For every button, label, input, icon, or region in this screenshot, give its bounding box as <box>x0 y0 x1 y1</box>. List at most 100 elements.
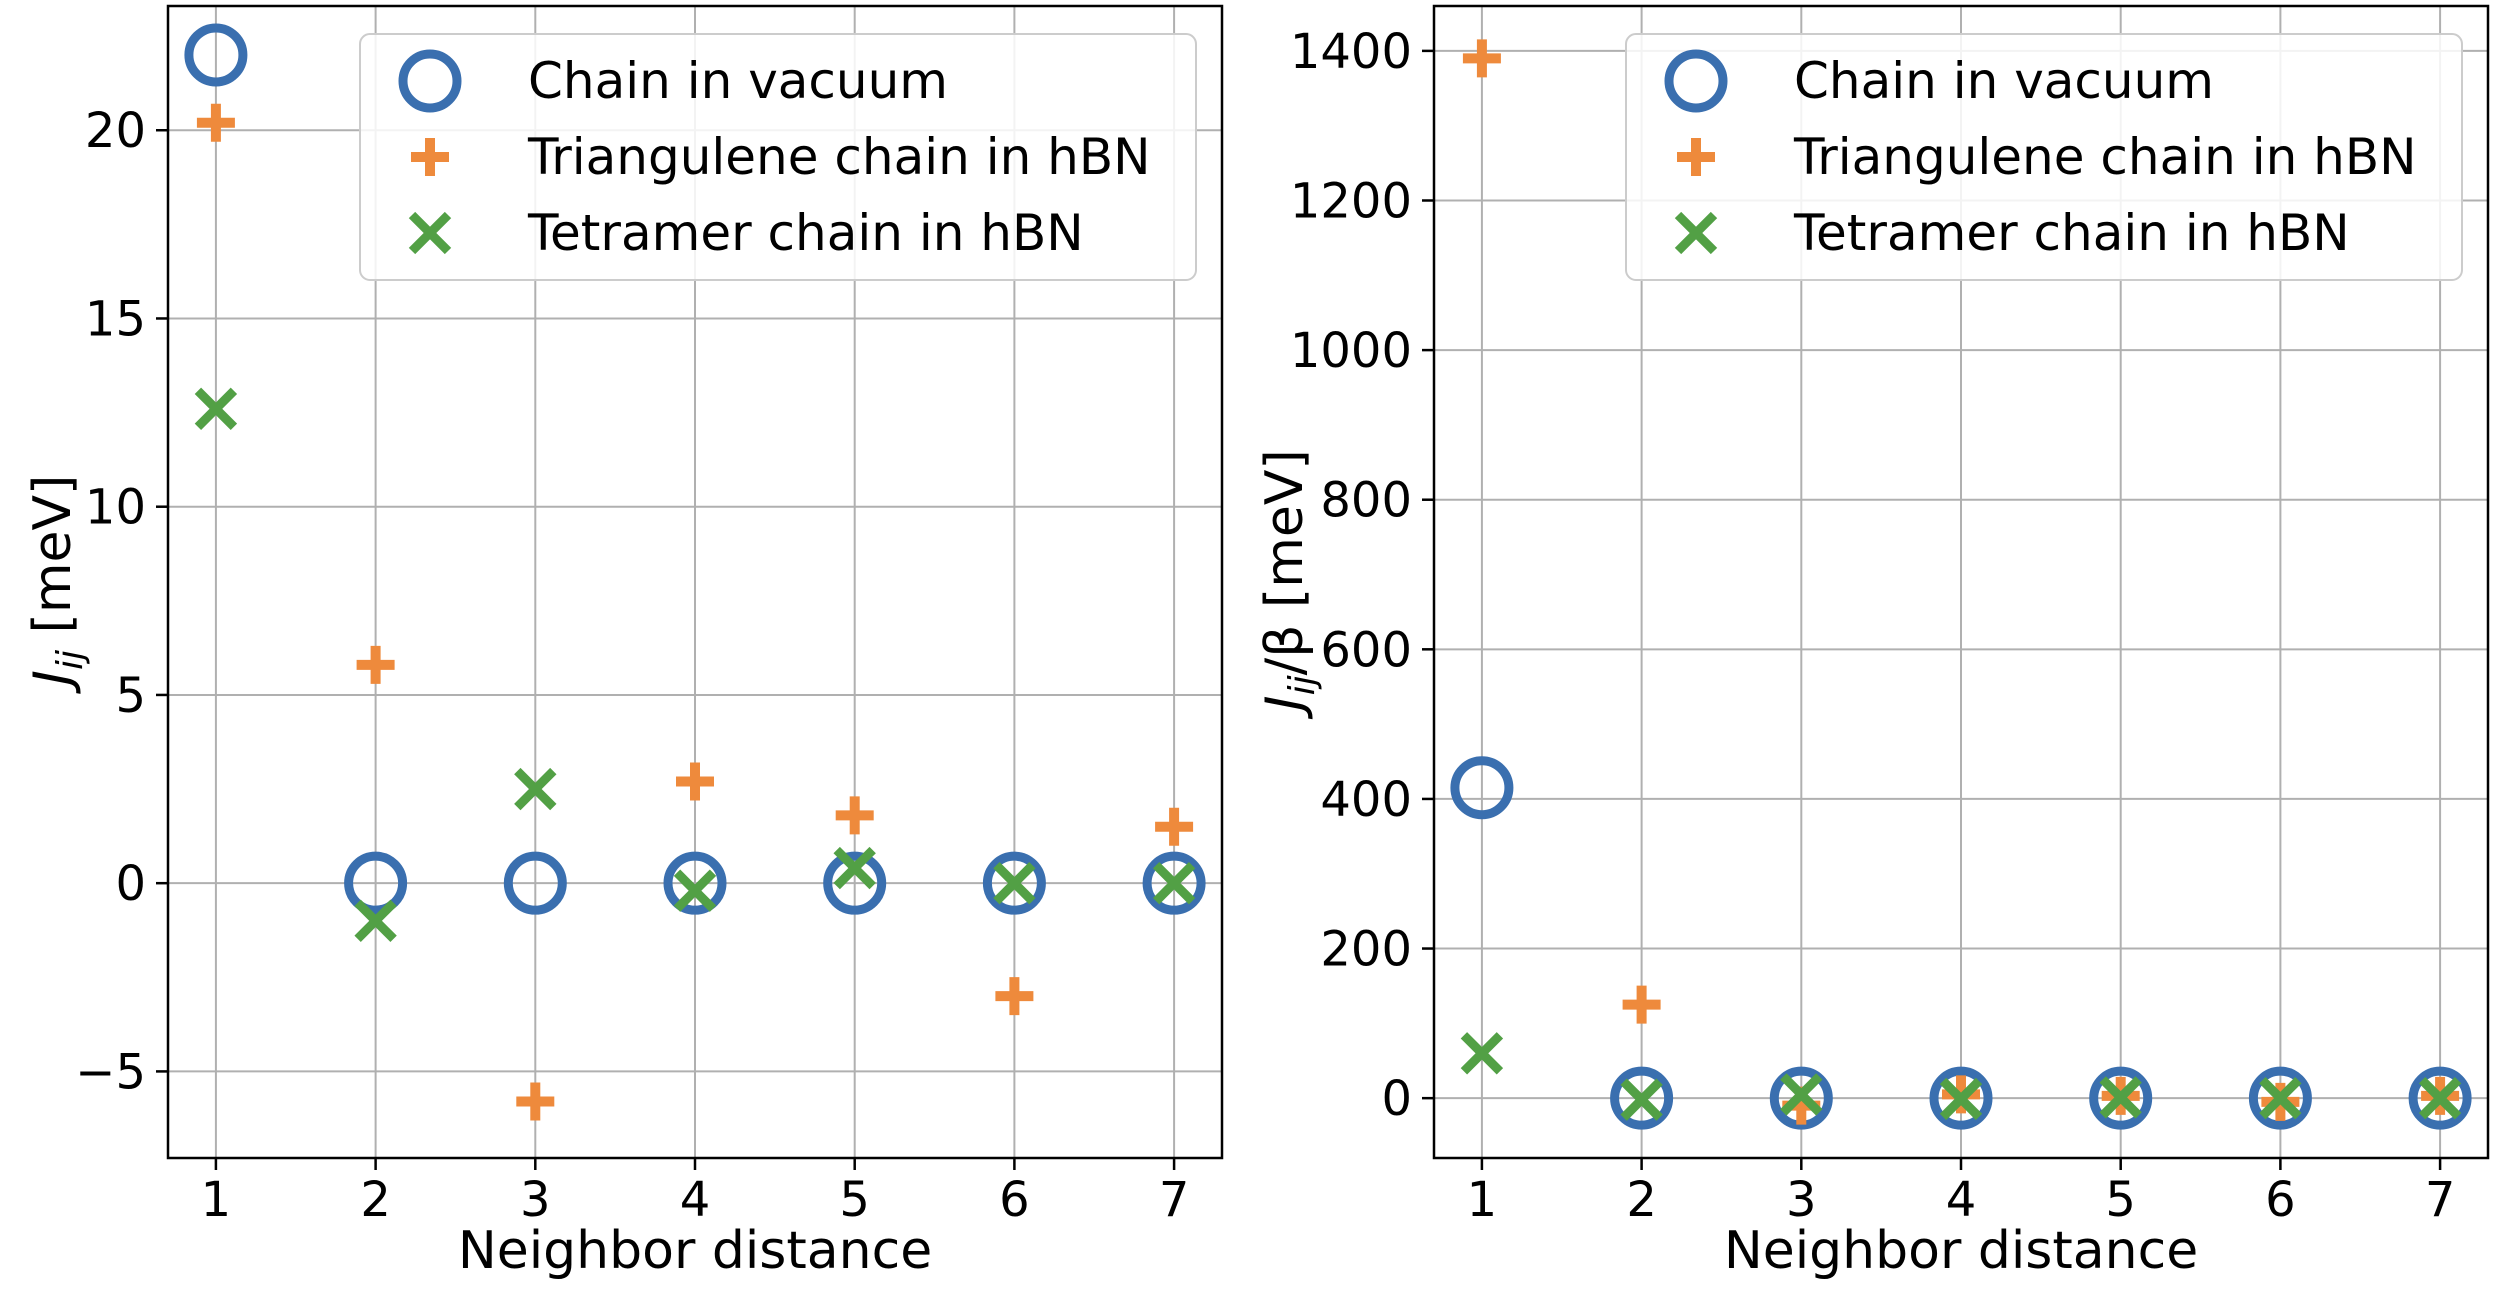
chart-2-ytick-label-7: 1400 <box>1290 24 1412 80</box>
chart-2-legend: Chain in vacuum Triangulene chain in hBN T… <box>1625 33 2463 281</box>
chart-1-triangulene-point-7 <box>1155 807 1194 846</box>
chart-2-triangulene-point-2 <box>1622 985 1661 1024</box>
chart-2-vacuum-point-1 <box>1450 756 1514 820</box>
chart-2-xlabel: Neighbor distance <box>1724 1221 2198 1281</box>
chart-1-ytick-label-3: 10 <box>85 480 146 536</box>
chart-1: 1 2 3 4 5 6 7 −5 0 5 10 15 20 Neighbor distance Jij [m… <box>23 4 1224 1281</box>
chart-1-tetramer-point-3 <box>514 767 557 811</box>
chart-2-ytick-label-6: 1200 <box>1290 173 1412 229</box>
chart-1-xtick-label-1: 2 <box>360 1172 391 1228</box>
chart-2-triangulene-point-1 <box>1462 39 1501 78</box>
chart-1-tetramer-point-1-d2 <box>194 387 238 431</box>
chart-1-legend-label-vacuum: Chain in vacuum <box>528 52 948 110</box>
chart-1-xtick-label-5: 6 <box>999 1172 1030 1228</box>
chart-1-tetramer-point-2 <box>354 899 397 943</box>
chart-2-vacuum-point-3 <box>1769 1066 1833 1130</box>
chart-2-xtick-label-3: 4 <box>1946 1172 1977 1228</box>
chart-1-xtick-label-2: 3 <box>520 1172 551 1228</box>
chart-2-tetramer-point-3 <box>1780 1073 1823 1116</box>
chart-2-vacuum-point-5 <box>2089 1066 2153 1130</box>
chart-2-legend-label-triangulene: Triangulene chain in hBN <box>1793 128 2417 186</box>
chart-1-triangulene-point-6 <box>995 977 1034 1016</box>
chart-2-vacuum-point-7 <box>2408 1066 2472 1130</box>
chart-1-tetramer-point-3-d2 <box>514 767 557 811</box>
chart-1-vacuum-point-2 <box>344 851 408 915</box>
chart-1-ylabel: Jij [meV] <box>23 475 91 695</box>
chart-1-tetramer-point-7-d2 <box>1152 861 1196 905</box>
chart-1-legend-marker-vacuum <box>398 49 462 113</box>
chart-2-vacuum-point-2 <box>1610 1066 1674 1130</box>
chart-1-vacuum-point-1 <box>184 23 248 87</box>
chart-1-triangulene-point-2 <box>356 645 395 684</box>
chart-1-legend-label-triangulene: Triangulene chain in hBN <box>527 128 1151 186</box>
chart-1-legend-marker-tetramer-d2 <box>408 211 452 255</box>
chart-2-tetramer-point-5-d2 <box>2099 1076 2142 1119</box>
chart-1-tetramer-point-7 <box>1152 861 1196 905</box>
chart-1-xlabel: Neighbor distance <box>458 1221 932 1281</box>
chart-1-ytick-label-0: −5 <box>75 1044 146 1100</box>
chart-1-vacuum-point-3 <box>503 851 567 915</box>
chart-2-tetramer-point-2 <box>1620 1078 1663 1121</box>
chart-2-tetramer-point-5 <box>2099 1076 2142 1119</box>
chart-2-legend-label-tetramer: Tetramer chain in hBN <box>1793 204 2350 262</box>
chart-2-legend-marker-vacuum <box>1664 49 1728 113</box>
chart-2-ytick-label-4: 800 <box>1320 473 1412 529</box>
chart-1-ytick-label-1: 0 <box>115 856 146 912</box>
chart-2-vacuum-point-4 <box>1929 1066 1993 1130</box>
chart-1-triangulene-point-4 <box>676 762 714 801</box>
chart-2-xtick-label-6: 7 <box>2425 1172 2456 1228</box>
chart-2-legend-label-vacuum: Chain in vacuum <box>1794 52 2214 110</box>
chart-2-legend-marker-triangulene <box>1677 138 1715 176</box>
chart-1-tetramer-point-6 <box>993 861 1036 905</box>
chart-1-triangulene-point-1 <box>196 103 235 142</box>
chart-2-tetramer-point-3-d2 <box>1780 1073 1823 1116</box>
chart-1-legend-box <box>359 33 1197 281</box>
chart-1-vacuum-point-6 <box>982 851 1046 915</box>
chart-1-vacuum-point-7 <box>1142 851 1206 915</box>
chart-2-tetramer-point-7 <box>2418 1076 2462 1120</box>
chart-2-legend-marker-tetramer <box>1674 211 1718 255</box>
chart-1-legend-marker-tetramer <box>408 211 452 255</box>
chart-2-xtick-label-0: 1 <box>1467 1172 1498 1228</box>
chart-2-tetramer-point-1 <box>1460 1032 1504 1075</box>
chart-2-xtick-label-1: 2 <box>1626 1172 1657 1228</box>
chart-2-xtick-label-4: 5 <box>2105 1172 2136 1228</box>
chart-2-ytick-label-3: 600 <box>1320 622 1412 678</box>
chart-2-tetramer-point-2-d2 <box>1620 1078 1663 1121</box>
chart-2-tetramer-point-6 <box>2259 1076 2302 1120</box>
chart-1-legend-marker-triangulene <box>411 138 449 176</box>
chart-1-xtick-label-4: 5 <box>839 1172 870 1228</box>
chart-1-vacuum-point-4 <box>663 851 727 915</box>
chart-1-tetramer-point-6-d2 <box>993 861 1036 905</box>
chart-2-vacuum-point-6 <box>2248 1066 2312 1130</box>
chart-2-ytick-label-1: 200 <box>1320 922 1412 978</box>
chart-1-tetramer-point-2-d2 <box>354 899 397 943</box>
chart-1-ytick-label-4: 15 <box>85 291 146 347</box>
chart-1-triangulene-point-5 <box>835 796 874 835</box>
chart-2-tetramer-point-6-d2 <box>2259 1076 2302 1120</box>
chart-1-ytick-label-5: 20 <box>85 103 146 159</box>
chart-1-triangulene-point-3 <box>516 1082 555 1121</box>
chart-2-tetramer-point-4-d2 <box>1939 1077 1983 1121</box>
chart-2-tetramer-point-7-d2 <box>2418 1076 2462 1120</box>
chart-1-legend: Chain in vacuum Triangulene chain in hBN T… <box>359 33 1197 281</box>
chart-2-ytick-label-5: 1000 <box>1290 323 1412 379</box>
chart-2-ytick-label-2: 400 <box>1320 772 1412 828</box>
chart-1-tetramer-point-5-d2 <box>833 846 876 890</box>
chart-2-tetramer-point-1-d2 <box>1460 1032 1504 1075</box>
chart-1-xtick-label-3: 4 <box>680 1172 711 1228</box>
chart-1-xtick-label-0: 1 <box>201 1172 232 1228</box>
chart-1-ytick-label-2: 5 <box>115 668 146 724</box>
chart-1-tetramer-point-5 <box>833 846 876 890</box>
chart-1-vacuum-point-5 <box>823 851 887 915</box>
chart-2-xtick-label-2: 3 <box>1786 1172 1817 1228</box>
chart-2: 1 2 3 4 5 6 7 0 200 400 600 800 1000 1200 1400 Neighbor… <box>1255 4 2490 1281</box>
chart-2-legend-marker-tetramer-d2 <box>1674 211 1718 255</box>
chart-2-ylabel: Jij/β [meV] <box>1255 449 1323 719</box>
chart-1-tetramer-point-1 <box>194 387 238 431</box>
chart-2-ytick-label-0: 0 <box>1381 1071 1412 1127</box>
chart-1-tetramer-point-4 <box>673 869 717 912</box>
chart-2-tetramer-point-4 <box>1939 1077 1983 1121</box>
chart-1-tetramer-point-4-d2 <box>673 869 717 912</box>
